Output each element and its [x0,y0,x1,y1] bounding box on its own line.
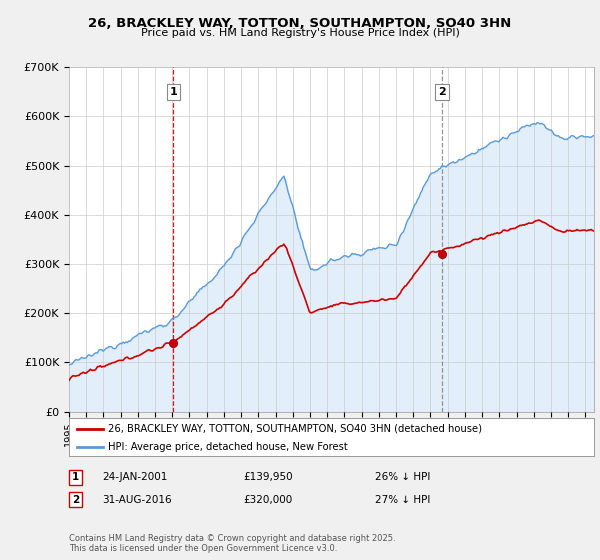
Text: £320,000: £320,000 [243,494,292,505]
Text: 2: 2 [72,494,79,505]
Text: 24-JAN-2001: 24-JAN-2001 [102,472,167,482]
Text: Price paid vs. HM Land Registry's House Price Index (HPI): Price paid vs. HM Land Registry's House … [140,28,460,38]
Text: £139,950: £139,950 [243,472,293,482]
Text: HPI: Average price, detached house, New Forest: HPI: Average price, detached house, New … [109,442,348,452]
Text: 27% ↓ HPI: 27% ↓ HPI [375,494,430,505]
Text: Contains HM Land Registry data © Crown copyright and database right 2025.
This d: Contains HM Land Registry data © Crown c… [69,534,395,553]
Text: 31-AUG-2016: 31-AUG-2016 [102,494,172,505]
Text: 1: 1 [170,87,178,97]
Text: 1: 1 [72,472,79,482]
Text: 26, BRACKLEY WAY, TOTTON, SOUTHAMPTON, SO40 3HN (detached house): 26, BRACKLEY WAY, TOTTON, SOUTHAMPTON, S… [109,424,482,434]
Text: 26% ↓ HPI: 26% ↓ HPI [375,472,430,482]
Text: 2: 2 [438,87,446,97]
Text: 26, BRACKLEY WAY, TOTTON, SOUTHAMPTON, SO40 3HN: 26, BRACKLEY WAY, TOTTON, SOUTHAMPTON, S… [88,17,512,30]
